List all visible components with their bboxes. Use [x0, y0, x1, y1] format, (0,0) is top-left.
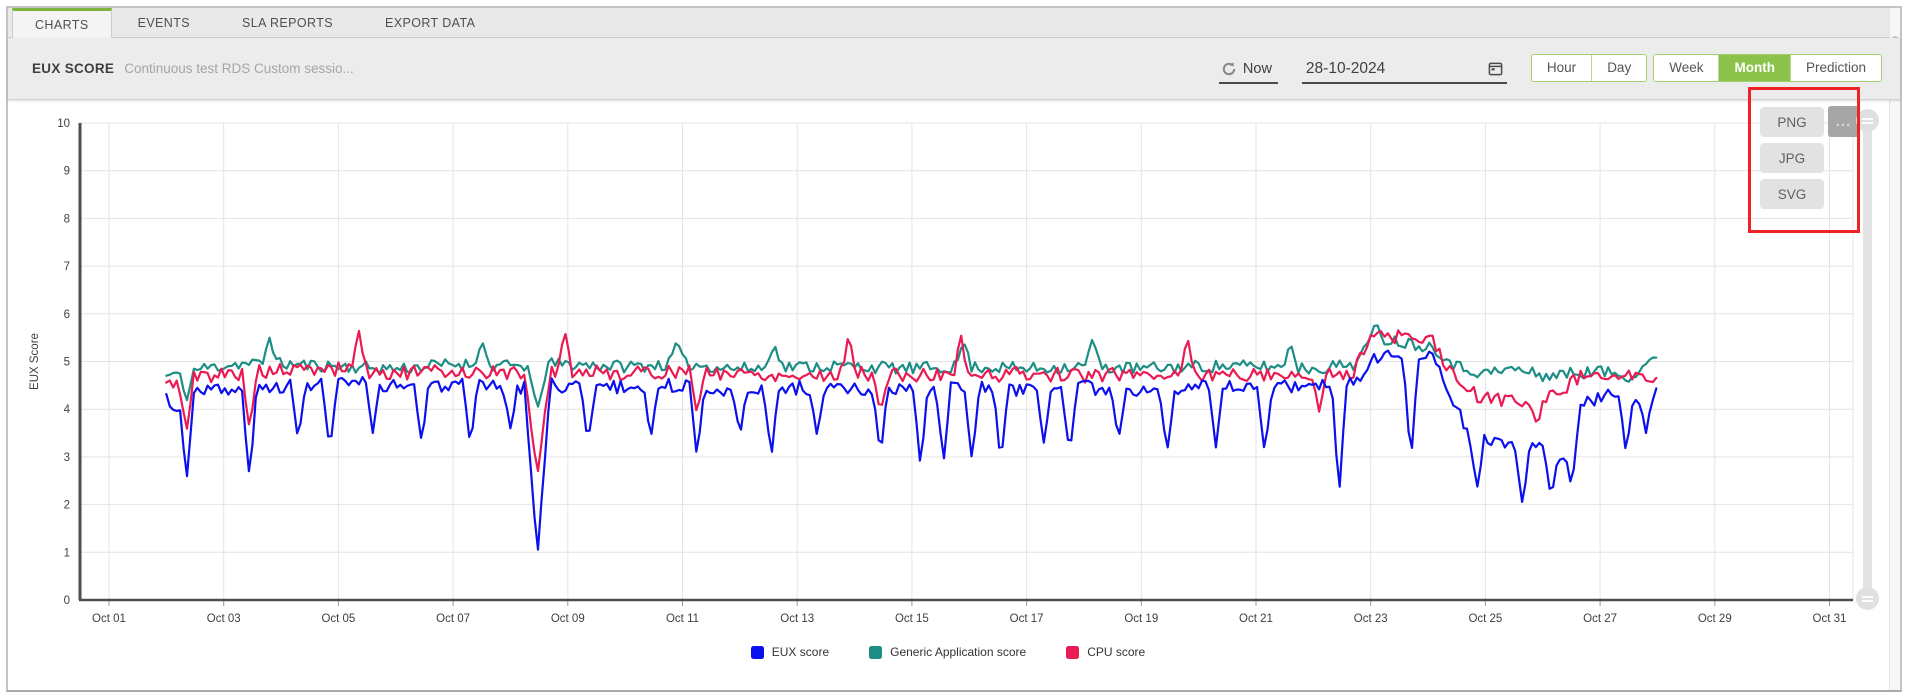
- y-zoom-slider-track[interactable]: [1863, 118, 1872, 602]
- export-jpg-button[interactable]: JPG: [1760, 143, 1824, 173]
- legend-label-eux: EUX score: [771, 645, 830, 659]
- chart-area: 0 1 2 3 4 5 6 7 8 9 10 Oct 01 Oct 03 Oct 05 Oct 07 Oct …: [8, 87, 1900, 690]
- svg-text:EUX Score: EUX Score: [29, 333, 41, 390]
- svg-text:6: 6: [64, 309, 70, 321]
- range-prediction-button[interactable]: Prediction: [1789, 54, 1881, 81]
- svg-text:4: 4: [64, 404, 71, 416]
- export-png-button[interactable]: PNG: [1760, 107, 1824, 137]
- svg-text:Oct 17: Oct 17: [1010, 613, 1044, 625]
- svg-text:Oct 03: Oct 03: [207, 613, 241, 625]
- legend-swatch-eux: [750, 645, 764, 659]
- svg-text:2: 2: [64, 500, 70, 512]
- svg-text:Oct 25: Oct 25: [1468, 613, 1502, 625]
- date-field: [1301, 58, 1507, 84]
- chart-legend: EUX score Generic Application score CPU …: [8, 645, 1888, 659]
- svg-text:10: 10: [57, 118, 70, 130]
- svg-text:Oct 05: Oct 05: [321, 613, 355, 625]
- app-window: CHARTS EVENTS SLA REPORTS EXPORT DATA EU…: [6, 6, 1902, 692]
- tab-sla-reports[interactable]: SLA REPORTS: [242, 15, 334, 30]
- range-group-short: Hour Day: [1530, 53, 1648, 82]
- svg-text:Oct 21: Oct 21: [1239, 613, 1273, 625]
- now-label: Now: [1242, 60, 1272, 77]
- svg-text:Oct 13: Oct 13: [780, 613, 814, 625]
- legend-label-generic-application: Generic Application score: [890, 645, 1027, 659]
- page-title: EUX SCORE: [32, 61, 115, 76]
- svg-text:Oct 27: Oct 27: [1583, 613, 1617, 625]
- legend-label-cpu: CPU score: [1087, 645, 1146, 659]
- refresh-icon: [1222, 61, 1236, 75]
- svg-text:9: 9: [64, 166, 70, 178]
- legend-swatch-generic-application: [869, 645, 883, 659]
- tab-events[interactable]: EVENTS: [137, 15, 190, 30]
- legend-item-generic-application-score[interactable]: Generic Application score: [869, 645, 1026, 659]
- page-subtitle: Continuous test RDS Custom sessio...: [124, 61, 354, 76]
- svg-text:8: 8: [64, 213, 70, 225]
- calendar-icon[interactable]: [1488, 61, 1503, 76]
- svg-text:Oct 01: Oct 01: [92, 613, 126, 625]
- range-group-long: Week Month Prediction: [1653, 53, 1882, 82]
- svg-text:Oct 23: Oct 23: [1354, 613, 1388, 625]
- svg-text:Oct 11: Oct 11: [666, 613, 699, 625]
- svg-text:3: 3: [64, 452, 70, 464]
- range-week-button[interactable]: Week: [1654, 54, 1719, 81]
- chart-context-menu-button[interactable]: ...: [1828, 106, 1859, 137]
- legend-swatch-cpu: [1066, 645, 1080, 659]
- svg-text:1: 1: [64, 547, 70, 559]
- svg-text:0: 0: [64, 595, 70, 607]
- svg-text:7: 7: [64, 261, 70, 273]
- tab-charts[interactable]: CHARTS: [12, 8, 112, 38]
- range-hour-button[interactable]: Hour: [1531, 54, 1592, 81]
- svg-text:Oct 29: Oct 29: [1698, 613, 1732, 625]
- range-month-button[interactable]: Month: [1718, 54, 1790, 81]
- range-selector: Hour Day Week Month Prediction: [1530, 53, 1882, 84]
- svg-text:Oct 19: Oct 19: [1124, 613, 1158, 625]
- date-input[interactable]: [1305, 59, 1456, 78]
- eux-score-line-chart: 0 1 2 3 4 5 6 7 8 9 10 Oct 01 Oct 03 Oct 05 Oct 07 Oct …: [29, 118, 1854, 625]
- svg-text:Oct 07: Oct 07: [436, 613, 470, 625]
- legend-item-eux-score[interactable]: EUX score: [750, 645, 830, 659]
- y-zoom-slider-handle-bottom[interactable]: [1856, 587, 1879, 610]
- page-scrollbar: [1889, 8, 1900, 690]
- now-button[interactable]: Now: [1218, 57, 1278, 84]
- legend-item-cpu-score[interactable]: CPU score: [1066, 645, 1145, 659]
- tab-bar: CHARTS EVENTS SLA REPORTS EXPORT DATA: [8, 8, 1900, 38]
- chart-header: EUX SCORE Continuous test RDS Custom ses…: [8, 38, 1900, 100]
- range-day-button[interactable]: Day: [1591, 54, 1647, 81]
- svg-text:Oct 15: Oct 15: [895, 613, 929, 625]
- svg-text:Oct 09: Oct 09: [551, 613, 585, 625]
- header-controls: Now Hour Day Week: [1218, 53, 1882, 84]
- y-zoom-slider-handle-top[interactable]: [1856, 109, 1879, 132]
- export-svg-button[interactable]: SVG: [1760, 179, 1824, 209]
- svg-text:Oct 31: Oct 31: [1813, 613, 1847, 625]
- tab-export-data[interactable]: EXPORT DATA: [385, 15, 476, 30]
- svg-text:5: 5: [64, 357, 70, 369]
